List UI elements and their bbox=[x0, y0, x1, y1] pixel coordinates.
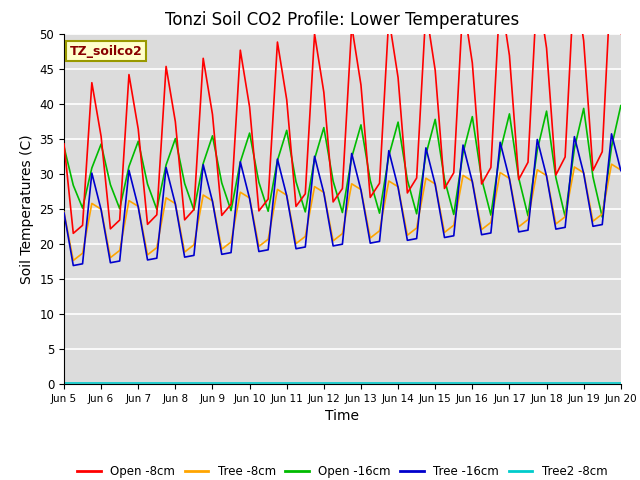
Y-axis label: Soil Temperatures (C): Soil Temperatures (C) bbox=[20, 134, 34, 284]
Legend: Open -8cm, Tree -8cm, Open -16cm, Tree -16cm, Tree2 -8cm: Open -8cm, Tree -8cm, Open -16cm, Tree -… bbox=[73, 461, 612, 480]
X-axis label: Time: Time bbox=[325, 409, 360, 423]
Text: TZ_soilco2: TZ_soilco2 bbox=[70, 45, 142, 58]
Title: Tonzi Soil CO2 Profile: Lower Temperatures: Tonzi Soil CO2 Profile: Lower Temperatur… bbox=[165, 11, 520, 29]
